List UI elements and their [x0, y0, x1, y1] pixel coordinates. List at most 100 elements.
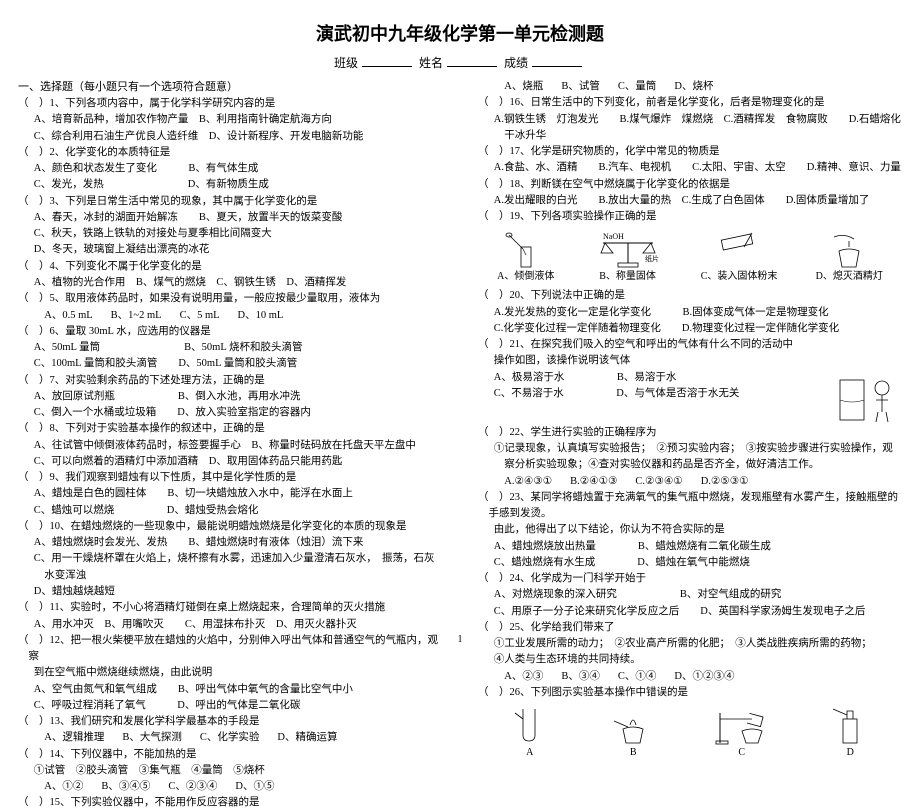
option: C、化学实验	[200, 732, 260, 743]
text-line: ④人类与生态环境的共同持续。	[478, 652, 902, 668]
text-line: A.钢铁生锈 灯泡发光 B.煤气爆炸 煤燃烧 C.酒精挥发 食物腐败 D.石蜡熔…	[478, 112, 902, 145]
section-head: 一、选择题（每小题只有一个选项符合题意）	[18, 79, 442, 96]
label-score: 成绩	[504, 56, 528, 70]
option: C、②③④	[168, 781, 217, 792]
fig-19d: D、熄灭酒精灯	[816, 229, 883, 285]
fig-19b: NaOH 纸片 B、称量固体	[593, 229, 663, 285]
text-line: （ ）3、下列是日常生活中常见的现象，其中属于化学变化的是	[18, 194, 442, 210]
text-line: C、100mL 量筒和胶头滴管 D、50mL 量筒和胶头滴管	[18, 356, 442, 372]
option: C、量筒	[618, 81, 657, 92]
fig-26a: A	[505, 705, 555, 761]
text-line: （ ）7、对实验剩余药品的下述处理方法，正确的是	[18, 373, 442, 389]
text-line: ①工业发展所需的动力； ②农业高产所需的化肥； ③人类战胜疾病所需的药物；	[478, 636, 902, 652]
text-line: （ ）11、实验时，不小心将酒精灯碰倒在桌上燃烧起来，合理简单的灭火措施	[18, 600, 442, 616]
text-line: C、用一干燥烧杯罩在火焰上，烧杯擦有水雾，迅速加入少量澄清石灰水， 振荡，石灰水…	[18, 551, 442, 584]
text-line: C、秋天，铁路上铁轨的对接处与夏季相比间隔变大	[18, 226, 442, 242]
text-line: （ ）10、在蜡烛燃烧的一些现象中，最能说明蜡烛燃烧是化学变化的本质的现象是	[18, 519, 442, 535]
text-line: ①记录现象，认真填写实验报告； ②预习实验内容； ③按实验步骤进行实验操作，观察…	[478, 441, 902, 474]
text-line: A.②④③① B.②④①③ C.②③④① D.②⑤③①	[478, 474, 902, 490]
fig-26b: B	[608, 705, 658, 761]
text-line: 由此，他得出了以下结论，你认为不符合实际的是	[478, 522, 902, 538]
text-line: （ ）13、我们研究和发展化学科学最基本的手段是	[18, 714, 442, 730]
text-line: A、放回原试剂瓶 B、倒入水池，再用水冲洗	[18, 389, 442, 405]
text-line: A.发出耀眼的白光 B.放出大量的热 C.生成了白色固体 D.固体质量增加了	[478, 193, 902, 209]
option: A.②④③①	[504, 476, 552, 487]
text-line: （ ）17、化学是研究物质的，化学中常见的物质是	[478, 144, 902, 160]
text-line: （ ）19、下列各项实验操作正确的是	[478, 209, 902, 225]
text-line: A、颜色和状态发生了变化 B、有气体生成	[18, 161, 442, 177]
text-line: A、空气由氮气和氧气组成 B、呼出气体中氧气的含量比空气中小	[18, 682, 442, 698]
option: A、烧瓶	[504, 81, 543, 92]
page-number: 1	[458, 634, 463, 645]
text-line: A.发光发热的变化一定是化学变化 B.固体变成气体一定是物理变化	[478, 305, 902, 321]
option: A、逻辑推理	[44, 732, 104, 743]
text-line: （ ）16、日常生活中的下列变化，前者是化学变化，后者是物理变化的是	[478, 95, 902, 111]
text-line: （ ）12、把一根火柴梗平放在蜡烛的火焰中，分别伸入呼出气体和普通空气的气瓶内，…	[18, 633, 442, 666]
option: D.②⑤③①	[701, 476, 749, 487]
text-line: （ ）8、下列对于实验基本操作的叙述中，正确的是	[18, 421, 442, 437]
fig26c-label: C	[738, 745, 745, 761]
option: A、①②	[44, 781, 83, 792]
text-line: A、春天，冰封的湖面开始解冻 B、夏天，放置半天的饭菜变酸	[18, 210, 442, 226]
text-line: A、0.5 mLB、1~2 mLC、5 mLD、10 mL	[18, 308, 442, 324]
lamp2-icon	[608, 705, 658, 745]
text-line: C.化学变化过程一定伴随着物理变化 D.物理变化过程一定伴随化学变化	[478, 321, 902, 337]
text-line: （ ）15、下列实验仪器中，不能用作反应容器的是	[18, 795, 442, 811]
q19-figures: A、倾倒液体 NaOH 纸片 B、称量固体	[478, 229, 902, 284]
svg-text:NaOH: NaOH	[603, 232, 624, 241]
text-line: A、植物的光合作用 B、煤气的燃烧 C、钢铁生锈 D、酒精挥发	[18, 275, 442, 291]
text-line: （ ）1、下列各项内容中，属于化学科学研究内容的是	[18, 96, 442, 112]
label-name: 姓名	[419, 56, 443, 70]
text-line: A、烧瓶B、试管C、量筒D、烧杯	[478, 79, 902, 95]
text-line: （ ）20、下列说法中正确的是	[478, 288, 902, 304]
text-line: （ ）2、化学变化的本质特征是	[18, 145, 442, 161]
text-line: （ ）22、学生进行实验的正确程序为	[478, 425, 902, 441]
text-line: A、①②B、③④⑤C、②③④D、①⑤	[18, 779, 442, 795]
text-line: A、对燃烧现象的深入研究 B、对空气组成的研究	[478, 587, 902, 603]
header-line: 班级 姓名 成绩	[0, 54, 920, 71]
option: C、5 mL	[180, 310, 220, 321]
funnel-icon	[714, 229, 764, 269]
stopper-icon	[825, 705, 875, 745]
text-line: C、综合利用石油生产优良人造纤维 D、设计新程序、开发电脑新功能	[18, 129, 442, 145]
text-line: D、蜡烛越烧越短	[18, 584, 442, 600]
text-line: A、逻辑推理B、大气探测C、化学实验D、精确运算	[18, 730, 442, 746]
text-line: 到在空气瓶中燃烧继续燃烧，由此说明	[18, 665, 442, 681]
fig19c-label: C、装入固体粉末	[701, 269, 778, 285]
fig19a-label: A、倾倒液体	[497, 269, 554, 285]
tube-icon	[505, 705, 555, 745]
text-line: （ ）21、在探究我们吸入的空气和呼出的气体有什么不同的活动中	[478, 337, 902, 353]
option: B.②④①③	[570, 476, 617, 487]
lamp-icon	[824, 229, 874, 269]
option: D、烧杯	[674, 81, 713, 92]
q21-figure	[832, 370, 902, 425]
option: D、精确运算	[277, 732, 337, 743]
option: C、①④	[618, 671, 657, 682]
text-line: （ ）4、下列变化不属于化学变化的是	[18, 259, 442, 275]
left-column: 一、选择题（每小题只有一个选项符合题意） （ ）1、下列各项内容中，属于化学科学…	[0, 79, 460, 812]
option: A、②③	[504, 671, 543, 682]
option: D、①⑤	[235, 781, 274, 792]
page-title: 演武初中九年级化学第一单元检测题	[0, 20, 920, 46]
text-line: C、倒入一个水桶或垃圾箱 D、放入实验室指定的容器内	[18, 405, 442, 421]
text-line: A、50mL 量筒 B、50mL 烧杯和胶头滴管	[18, 340, 442, 356]
text-line: D、冬天，玻璃窗上凝结出漂亮的冰花	[18, 242, 442, 258]
option: C.②③④①	[635, 476, 682, 487]
text-line: C、发光，发热 D、有新物质生成	[18, 177, 442, 193]
fig19d-label: D、熄灭酒精灯	[816, 269, 883, 285]
right-column: A、烧瓶B、试管C、量筒D、烧杯（ ）16、日常生活中的下列变化，前者是化学变化…	[460, 79, 920, 812]
option: D、①②③④	[674, 671, 734, 682]
text-line: A、蜡烛燃烧放出热量 B、蜡烛燃烧有二氧化碳生成	[478, 539, 902, 555]
fig19b-label: B、称量固体	[599, 269, 656, 285]
fig26a-label: A	[526, 745, 533, 761]
text-line: （ ）26、下列图示实验基本操作中错误的是	[478, 685, 902, 701]
text-line: 操作如图，该操作说明该气体	[478, 353, 902, 369]
text-line: （ ）5、取用液体药品时，如果没有说明用量，一般应按最少量取用，液体为	[18, 291, 442, 307]
text-line: （ ）6、量取 30mL 水，应选用的仪器是	[18, 324, 442, 340]
text-line: A、培育新品种，增加农作物产量 B、利用指南针确定航海方向	[18, 112, 442, 128]
text-line: （ ）14、下列仪器中，不能加热的是	[18, 747, 442, 763]
text-line: A、用水冲灭 B、用嘴吹灭 C、用湿抹布扑灭 D、用灭火器扑灭	[18, 617, 442, 633]
svg-text:纸片: 纸片	[645, 254, 659, 263]
text-line: C、蜡烛燃烧有水生成 D、蜡烛在氧气中能燃烧	[478, 555, 902, 571]
fig-19a: A、倾倒液体	[497, 229, 554, 285]
